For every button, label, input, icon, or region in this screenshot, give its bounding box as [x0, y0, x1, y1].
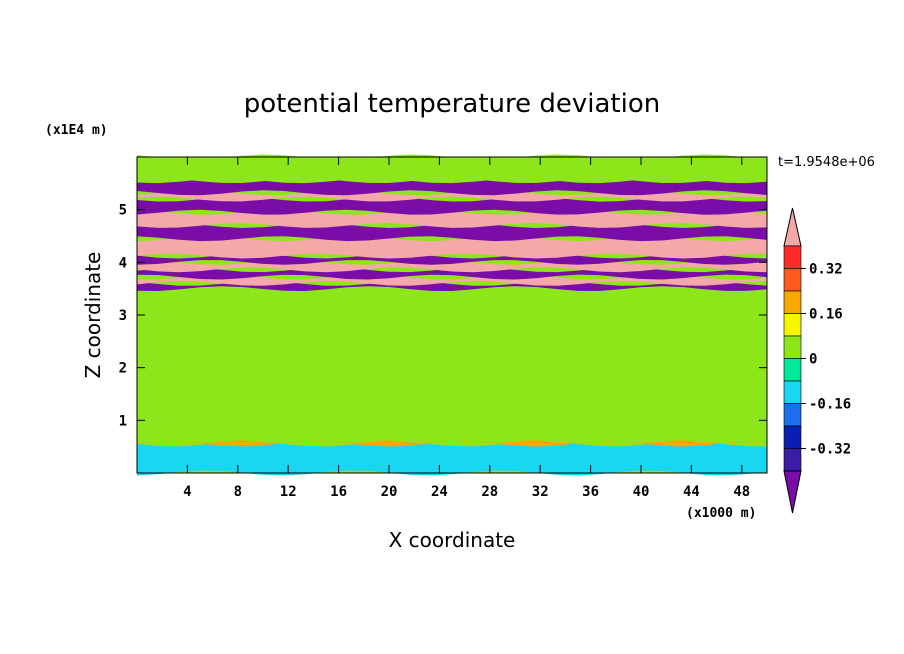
- x-tick-label: 20: [381, 484, 398, 500]
- time-label: t=1.9548e+06: [778, 155, 875, 170]
- x-tick-label: 32: [532, 484, 549, 500]
- colorbar-swatch: [783, 290, 802, 314]
- colorbar-tick-label: 0: [809, 352, 817, 368]
- x-tick-label: 40: [633, 484, 650, 500]
- chart-title: potential temperature deviation: [244, 89, 660, 119]
- field-band: [137, 365, 767, 413]
- colorbar-tick-label: -0.16: [809, 397, 851, 413]
- x-tick-label: 48: [733, 484, 750, 500]
- colorbar-swatch: [783, 335, 802, 359]
- y-tick-label: 1: [119, 413, 127, 429]
- y-tick-label: 5: [119, 203, 127, 219]
- x-tick-label: 36: [582, 484, 599, 500]
- colorbar-bottom-arrow: [783, 470, 802, 514]
- x-axis-ticks: 4 8 12 16 20 24 28 32 36 40 44 48: [183, 157, 750, 500]
- x-axis-label: X coordinate: [389, 528, 516, 552]
- field-band: [137, 407, 767, 443]
- colorbar-swatch: [783, 245, 802, 269]
- x-units-label: (x1000 m): [686, 506, 756, 521]
- y-units-label: (x1E4 m): [45, 123, 108, 138]
- colorbar-swatch: [783, 448, 802, 472]
- colorbar-swatch: [783, 358, 802, 382]
- colorbar-swatch: [783, 403, 802, 427]
- field-band: [137, 333, 767, 371]
- field-band: [137, 253, 767, 265]
- field-band: [137, 280, 767, 291]
- field-band: [137, 154, 767, 184]
- x-tick-label: 24: [431, 484, 448, 500]
- y-axis-label: Z coordinate: [81, 252, 105, 379]
- field-band: [137, 274, 767, 286]
- colorbar-top-arrow: [783, 207, 802, 247]
- field-band: [137, 209, 767, 228]
- field-band: [137, 296, 767, 339]
- colorbar-tick-label: 0.16: [809, 307, 843, 323]
- x-tick-label: 12: [280, 484, 297, 500]
- x-tick-label: 44: [683, 484, 700, 500]
- x-tick-label: 28: [481, 484, 498, 500]
- colorbar-tick-label: 0.32: [809, 262, 843, 278]
- field-band: [137, 196, 767, 215]
- y-axis-ticks: 1 2 3 4 5: [119, 203, 767, 429]
- field-band: [137, 441, 767, 476]
- colorbar-swatch: [783, 268, 802, 292]
- x-tick-label: 16: [330, 484, 347, 500]
- y-tick-label: 2: [119, 361, 127, 377]
- plot-area: [136, 154, 768, 476]
- y-tick-label: 3: [119, 308, 127, 324]
- x-tick-label: 8: [234, 484, 242, 500]
- colorbar: 0.32 0.16 0 -0.16 -0.32: [783, 207, 851, 514]
- field-band: [137, 236, 767, 259]
- colorbar-tick-label: -0.32: [809, 442, 851, 458]
- colorbar-swatch: [783, 425, 802, 449]
- colorbar-swatch: [783, 380, 802, 404]
- x-tick-label: 4: [183, 484, 191, 500]
- y-tick-label: 4: [119, 255, 127, 271]
- colorbar-swatch: [783, 313, 802, 337]
